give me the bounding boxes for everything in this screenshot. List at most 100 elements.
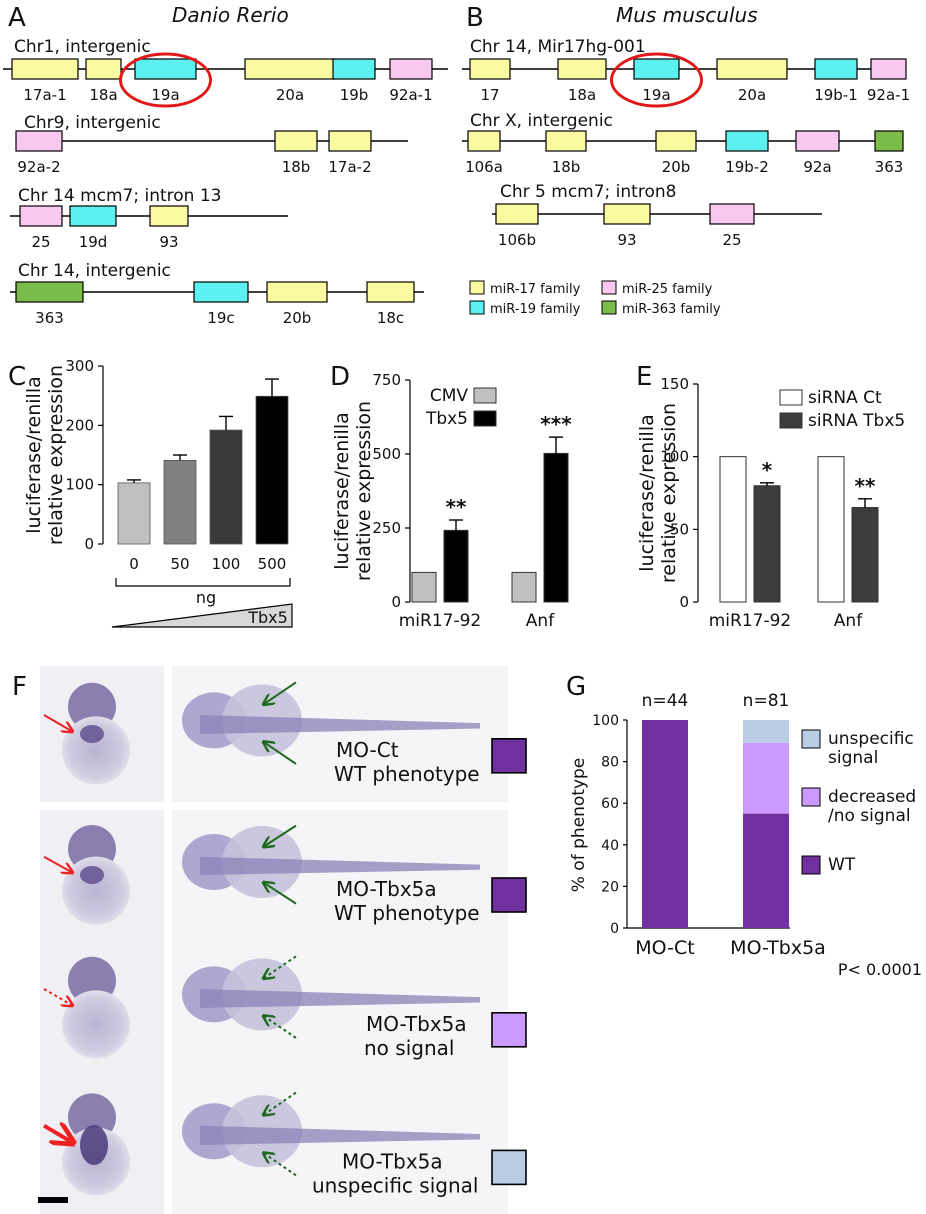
track-name: Chr 14, Mir17hg-001	[470, 37, 646, 57]
heart-signal	[80, 725, 104, 743]
condition-label: MO-Tbx5a	[366, 1012, 467, 1036]
mirna-label: 18a	[89, 86, 117, 104]
sample-count: n=81	[743, 691, 790, 711]
y-axis-label: relative expression	[45, 365, 67, 545]
stacked-bar-segment	[743, 720, 789, 743]
chart-e: 0 50 100 150 luciferase/renilla relative expr…	[636, 375, 905, 631]
mirna-box	[149, 205, 189, 227]
legend-swatch	[779, 389, 803, 406]
heart-signal	[80, 1125, 108, 1165]
mus-track: Chr X, intergenic 106a 18b 20b 19b-2 92a 363	[462, 111, 904, 176]
x-unit-label: ng	[196, 588, 216, 607]
mirna-box	[874, 130, 904, 152]
x-tick-label: MO-Tbx5a	[730, 937, 826, 959]
y-tick-label: 100	[592, 713, 619, 729]
y-axis-label: relative expression	[658, 403, 680, 583]
chart-d: 0 250 500 750 luciferase/renilla relative exp…	[331, 371, 572, 631]
condition-label: MO-Tbx5a	[336, 877, 437, 901]
phenotype-label: WT phenotype	[334, 762, 480, 786]
y-tick-label: 0	[84, 535, 94, 553]
y-tick-label: 500	[372, 445, 401, 463]
phenotype-swatch	[491, 1149, 527, 1186]
red-arrow	[43, 714, 72, 731]
mirna-label: 92a-1	[867, 86, 910, 104]
legend-swatch	[801, 729, 821, 749]
green-arrow	[264, 824, 297, 847]
green-arrow	[264, 742, 297, 765]
mirna-box	[134, 58, 197, 80]
x-tick-label: 500	[258, 555, 287, 573]
bar	[851, 507, 879, 603]
embryo-yolk	[62, 990, 130, 1059]
heart-signal	[80, 866, 104, 884]
x-tick-label: MO-Ct	[635, 937, 694, 959]
danio-track: Chr 14, intergenic 363 19c 20b 18c	[10, 261, 424, 327]
phenotype-label: no signal	[364, 1036, 454, 1060]
legend-label: miR-25 family	[622, 282, 713, 297]
panel-a-species: Danio Rerio	[172, 3, 289, 27]
legend-swatch	[779, 412, 803, 429]
y-tick-label: 100	[65, 476, 94, 494]
panel-d-letter: D	[330, 362, 350, 392]
mirna-label: 18b	[282, 158, 311, 176]
mirna-box	[495, 203, 539, 225]
x-tick-label: 50	[170, 555, 189, 573]
embryo-yolk	[62, 716, 130, 785]
bar	[117, 482, 151, 545]
panel-e: E 0 50 100 150 luciferase/renilla relative ex…	[636, 362, 905, 631]
green-arrow	[264, 1153, 297, 1177]
mirna-box	[69, 205, 117, 227]
embryo-tail	[200, 988, 480, 1008]
mirna-label: 19a	[642, 86, 670, 104]
panel-g: G 0 20 40 60 80 100 % of phenotype n=44 MO-Ct n=8…	[566, 672, 922, 979]
bar	[411, 571, 437, 603]
y-tick-label: 200	[65, 416, 94, 434]
legend-swatch	[473, 387, 497, 404]
bar	[443, 529, 469, 603]
bar	[163, 459, 197, 545]
green-arrow	[264, 681, 297, 704]
y-tick-label: 40	[601, 838, 619, 854]
mirna-box	[469, 58, 511, 80]
y-axis-label: relative expression	[353, 401, 375, 581]
phenotype-swatch	[491, 1011, 527, 1048]
mirna-label: 19d	[79, 233, 108, 251]
track-name: Chr X, intergenic	[470, 111, 613, 131]
legend-swatch	[801, 787, 821, 807]
panel-e-letter: E	[636, 362, 652, 392]
legend-label: Tbx5	[425, 409, 468, 429]
y-tick-label: 300	[65, 357, 94, 375]
mirna-box	[545, 130, 587, 152]
x-tick-label: Anf	[834, 611, 863, 631]
x-tick-label: miR17-92	[399, 611, 482, 631]
y-tick-label: 0	[679, 593, 689, 611]
panel-b-letter: B	[466, 3, 484, 33]
significance-marker: **	[855, 474, 876, 498]
highlight-circle	[610, 52, 703, 108]
mirna-box	[795, 130, 840, 152]
mirna-label: 93	[159, 233, 178, 251]
y-axis-label: luciferase/renilla	[636, 414, 658, 571]
phenotype-label: unspecific signal	[312, 1173, 478, 1197]
significance-marker: ***	[540, 412, 572, 436]
ramp-label: Tbx5	[247, 608, 288, 627]
panel-d: D 0 250 500 750 luciferase/renilla relative e…	[330, 362, 572, 631]
green-arrow	[264, 883, 297, 905]
panel-g-letter: G	[566, 672, 586, 702]
embryo-tail	[200, 714, 480, 734]
mirna-box	[85, 58, 122, 80]
chart-g: 0 20 40 60 80 100 % of phenotype n=44 MO-Ct n=81 M…	[569, 691, 922, 979]
stacked-bar-segment	[642, 720, 688, 928]
mirna-box	[725, 130, 769, 152]
mirna-box	[814, 58, 858, 80]
embryo-tail	[200, 1125, 480, 1145]
legend-swatch	[469, 300, 485, 315]
legend-label: decreased	[828, 787, 916, 807]
mirna-box	[193, 281, 249, 303]
mirna-box	[244, 58, 336, 80]
danio-track: Chr 14 mcm7; intron 13 25 19d 93	[10, 186, 288, 251]
